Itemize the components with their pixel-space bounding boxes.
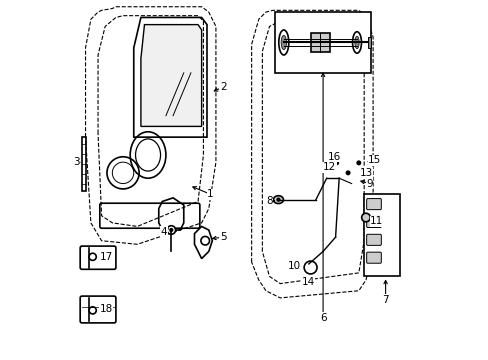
Circle shape [201, 237, 209, 245]
Circle shape [361, 213, 369, 222]
Circle shape [356, 160, 361, 165]
Text: 15: 15 [367, 156, 381, 165]
Bar [367, 37, 370, 48]
Text: 13: 13 [359, 168, 372, 178]
Text: 3: 3 [73, 157, 80, 167]
Text: 16: 16 [327, 152, 341, 162]
Ellipse shape [281, 35, 286, 50]
Circle shape [166, 226, 175, 234]
Circle shape [345, 170, 350, 175]
Bar [364, 194, 399, 276]
Text: 12: 12 [322, 162, 335, 172]
Ellipse shape [354, 36, 358, 49]
Circle shape [333, 160, 339, 165]
Text: 4: 4 [161, 227, 167, 237]
Circle shape [169, 228, 173, 232]
Polygon shape [141, 24, 201, 126]
Text: 8: 8 [265, 197, 272, 206]
Text: 1: 1 [207, 189, 213, 199]
Text: 5: 5 [219, 232, 226, 242]
FancyBboxPatch shape [366, 252, 381, 263]
FancyBboxPatch shape [366, 199, 381, 210]
Circle shape [276, 198, 280, 202]
Text: 2: 2 [219, 82, 226, 92]
Text: 9: 9 [366, 179, 372, 189]
FancyBboxPatch shape [366, 216, 381, 228]
Circle shape [330, 167, 335, 172]
FancyBboxPatch shape [366, 234, 381, 246]
Text: 11: 11 [369, 216, 383, 226]
Text: 14: 14 [301, 277, 314, 287]
Text: 10: 10 [287, 261, 301, 271]
Text: 7: 7 [382, 295, 388, 305]
Text: 18: 18 [100, 304, 113, 314]
Bar [310, 33, 329, 52]
Bar [274, 12, 370, 73]
Ellipse shape [273, 196, 283, 203]
Text: 17: 17 [100, 252, 113, 262]
Text: 6: 6 [319, 312, 325, 323]
